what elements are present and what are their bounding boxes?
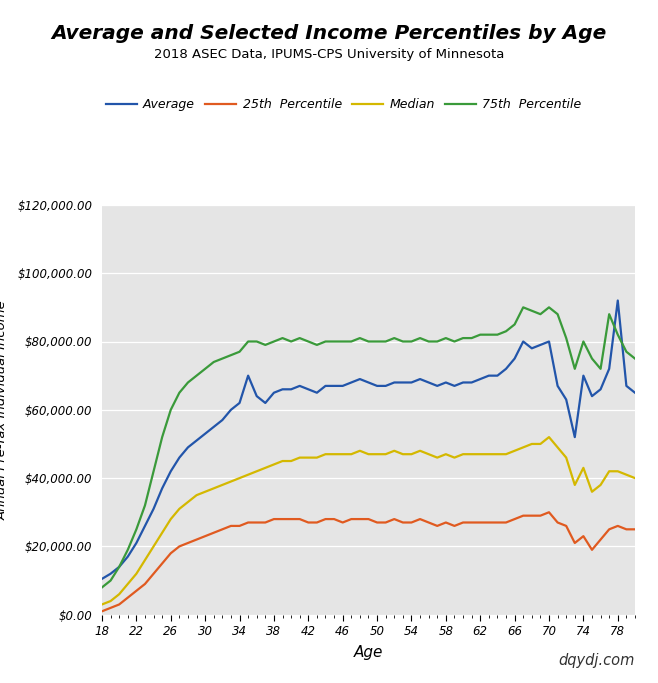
Y-axis label: Annual Pre-Tax Individual Income: Annual Pre-Tax Individual Income [0,300,9,520]
Text: 2018 ASEC Data, IPUMS-CPS University of Minnesota: 2018 ASEC Data, IPUMS-CPS University of … [154,48,504,61]
Text: Average and Selected Income Percentiles by Age: Average and Selected Income Percentiles … [51,24,607,43]
X-axis label: Age: Age [354,645,383,660]
Legend: Average, 25th  Percentile, Median, 75th  Percentile: Average, 25th Percentile, Median, 75th P… [105,98,582,111]
Text: dqydj.com: dqydj.com [559,653,635,668]
